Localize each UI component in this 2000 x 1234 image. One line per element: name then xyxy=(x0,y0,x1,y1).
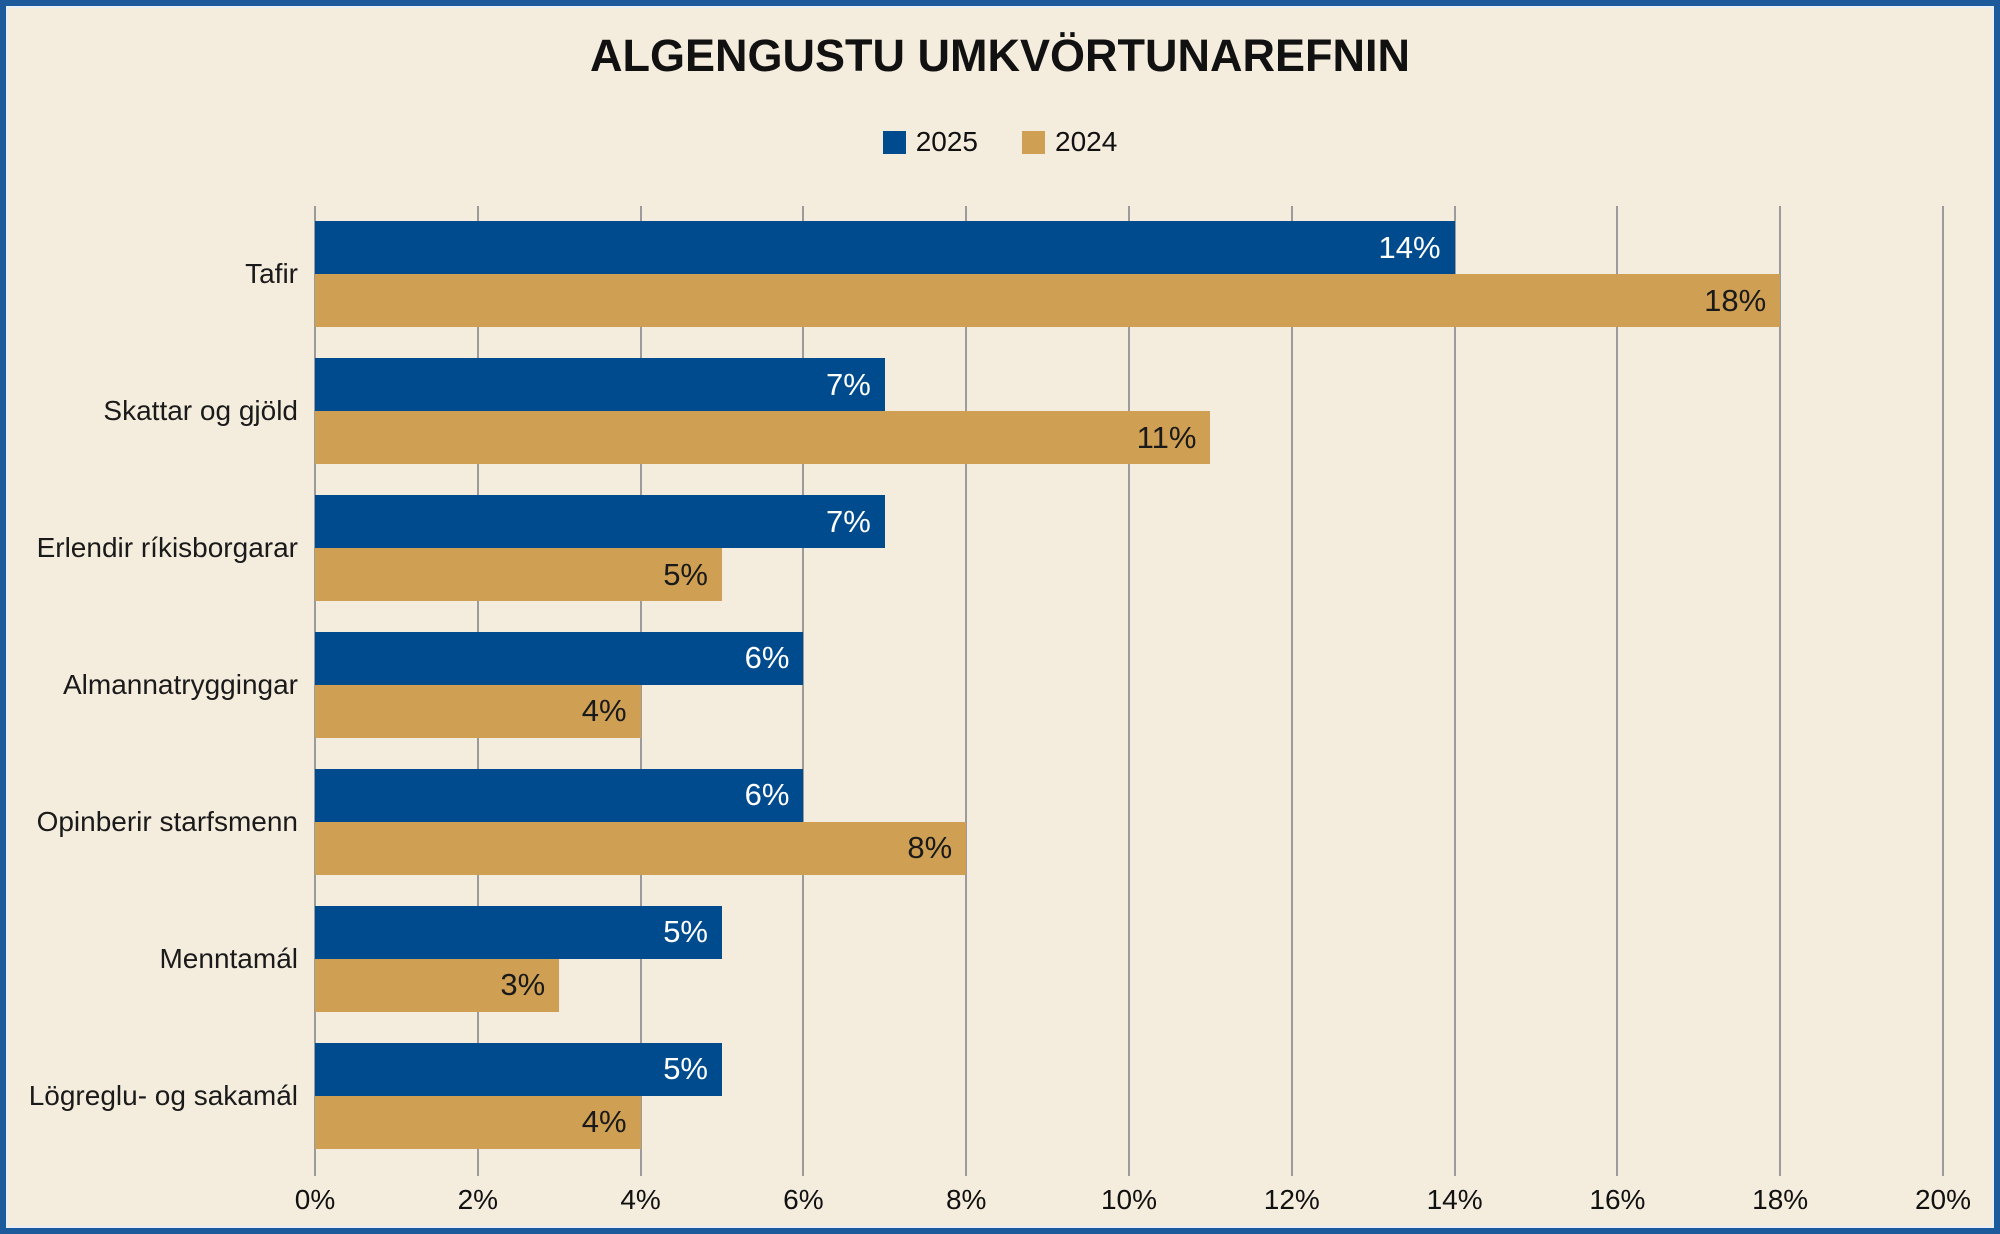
bar-value-label: 6% xyxy=(744,640,790,676)
category-label: Menntamál xyxy=(159,942,298,974)
gridline-4% xyxy=(639,206,642,1176)
legend-label-2025: 2025 xyxy=(915,126,978,157)
bar-group-2: 7% 11% xyxy=(315,343,1943,480)
bar-2025: 7% xyxy=(315,495,885,549)
gridline-8% xyxy=(965,206,968,1176)
category-label: Erlendir ríkisborgarar xyxy=(36,532,298,564)
bar-value-label: 5% xyxy=(663,556,708,592)
chart-title: ALGENGUSTU UMKVÖRTUNAREFNIN xyxy=(590,30,1410,81)
legend: 2025 2024 xyxy=(6,126,1994,158)
gridline-12% xyxy=(1290,206,1293,1176)
bar-2024: 5% xyxy=(315,548,722,602)
legend-swatch-2024 xyxy=(1022,130,1045,154)
x-tick-label: 18% xyxy=(1752,1184,1809,1215)
bar-2024: 4% xyxy=(315,1095,641,1149)
category-label: Tafir xyxy=(245,258,298,290)
bar-value-label: 11% xyxy=(1136,419,1197,455)
x-tick-label: 12% xyxy=(1263,1184,1320,1215)
legend-item-2025: 2025 xyxy=(882,126,978,158)
bar-2025: 6% xyxy=(315,631,804,685)
bar-value-label: 6% xyxy=(744,777,790,813)
category-label: Lögreglu- og sakamál xyxy=(28,1079,298,1111)
bar-2025: 5% xyxy=(315,905,722,959)
bar-group-6: 5% 3% xyxy=(315,890,1943,1027)
bar-value-label: 3% xyxy=(500,967,546,1003)
bar-value-label: 8% xyxy=(907,830,953,866)
bar-rows: 14% 18% 7% 11% 7% 5% 6% 4% 6% 8% 5% 3% 5% 4% xyxy=(315,206,1943,1164)
bar-2025: 6% xyxy=(315,768,804,822)
x-tick-label: 0% xyxy=(294,1184,336,1215)
bar-group-5: 6% 8% xyxy=(315,753,1943,890)
bar-value-label: 5% xyxy=(663,914,708,950)
x-axis-labels: 0% 2% 4% 6% 8% 10% 12% 14% 16% 18% 20% xyxy=(6,1184,1994,1224)
bar-value-label: 5% xyxy=(663,1051,708,1087)
bar-group-3: 7% 5% xyxy=(315,480,1943,617)
gridline-6% xyxy=(802,206,805,1176)
bar-group-1: 14% 18% xyxy=(315,206,1943,343)
bar-value-label: 14% xyxy=(1378,229,1441,265)
legend-label-2024: 2024 xyxy=(1055,126,1118,157)
plot-area: 14% 18% 7% 11% 7% 5% 6% 4% 6% 8% 5% 3% 5% 4% xyxy=(314,206,1944,1176)
bar-value-label: 4% xyxy=(581,693,627,729)
x-tick-label: 8% xyxy=(945,1184,987,1215)
legend-swatch-2025 xyxy=(882,130,906,154)
legend-item-2024: 2024 xyxy=(1022,126,1117,158)
gridline-10% xyxy=(1128,206,1130,1176)
category-label: Skattar og gjöld xyxy=(103,395,298,427)
bar-2024: 4% xyxy=(315,684,641,738)
category-label: Almannatryggingar xyxy=(62,668,298,700)
x-tick-label: 6% xyxy=(783,1184,824,1215)
bar-2024: 18% xyxy=(315,274,1781,328)
gridline-16% xyxy=(1616,206,1619,1176)
x-tick-label: 14% xyxy=(1426,1184,1483,1215)
category-label: Opinberir starfsmenn xyxy=(36,805,298,837)
bar-2024: 8% xyxy=(315,821,967,875)
bar-2024: 11% xyxy=(315,411,1211,465)
x-tick-label: 16% xyxy=(1589,1184,1646,1215)
bar-value-label: 18% xyxy=(1704,282,1767,318)
x-tick-label: 10% xyxy=(1100,1184,1158,1215)
x-tick-label: 4% xyxy=(620,1184,661,1215)
bar-2025: 5% xyxy=(315,1042,722,1096)
gridline-20% xyxy=(1942,206,1944,1176)
bar-2025: 14% xyxy=(315,221,1455,275)
bar-2025: 7% xyxy=(315,358,885,412)
x-tick-label: 20% xyxy=(1914,1184,1972,1215)
bar-group-7: 5% 4% xyxy=(315,1027,1943,1164)
x-tick-label: 2% xyxy=(457,1184,499,1215)
category-axis: Tafir Skattar og gjöld Erlendir ríkisborga… xyxy=(6,206,298,1164)
bar-value-label: 4% xyxy=(581,1104,627,1140)
bar-value-label: 7% xyxy=(825,366,871,402)
gridline-14% xyxy=(1453,206,1456,1176)
bar-value-label: 7% xyxy=(825,503,871,539)
bar-2024: 3% xyxy=(315,958,560,1012)
gridline-18% xyxy=(1779,206,1782,1176)
bar-group-4: 6% 4% xyxy=(315,617,1943,754)
